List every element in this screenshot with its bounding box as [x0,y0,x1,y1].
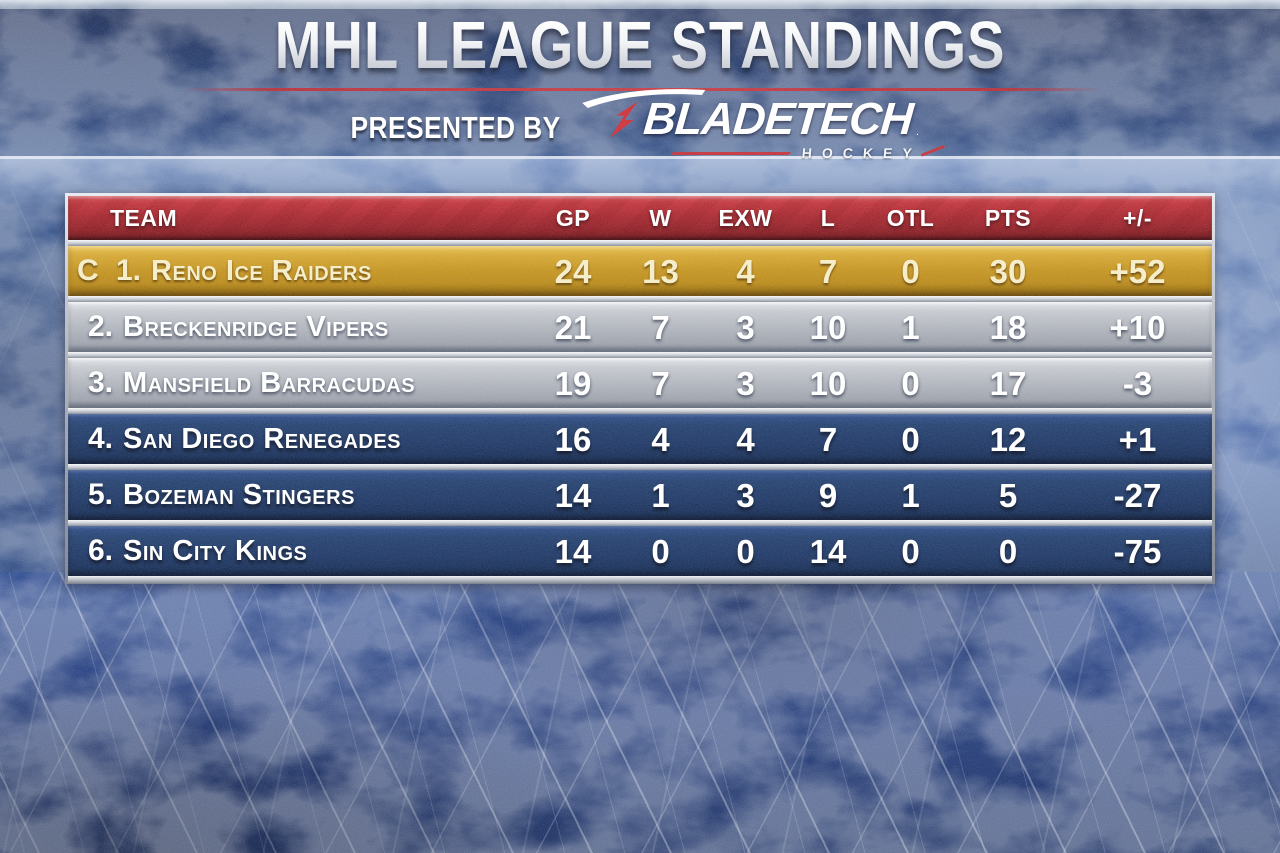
stat-l: 14 [809,532,847,570]
team-rank: 3. [88,366,114,399]
team-name: Sin City Kings [123,534,308,567]
team-name: Bozeman Stingers [123,478,355,511]
table-bottom-edge [68,576,1212,584]
stat-gp: 21 [554,308,592,346]
page-title: MHL LEAGUE STANDINGS [102,6,1177,86]
table-row: 2. Breckenridge Vipers 21 7 3 10 1 18 +1… [68,302,1212,352]
team-cell: 6. Sin City Kings [68,536,528,566]
stat-w: 4 [651,420,670,458]
team-rank: 6. [88,534,114,567]
red-line-decoration [670,151,791,154]
column-header-l: L [820,204,836,231]
stat-otl: 0 [901,420,920,458]
stat-l: 10 [809,308,847,346]
table-row: 4. San Diego Renegades 16 4 4 7 0 12 +1 [68,414,1212,464]
column-header-pts: PTS [984,204,1032,231]
stat-exw: 3 [736,308,755,346]
presented-by-row: PRESENTED BY BLADETECH . HOCKEY [0,88,1280,161]
column-header-otl: OTL [886,204,935,231]
stat-w: 1 [651,476,670,514]
stat-plusminus: -75 [1113,532,1162,570]
stat-w: 7 [651,308,670,346]
team-rank: 4. [88,422,114,455]
stat-exw: 3 [736,476,755,514]
stat-pts: 12 [989,420,1027,458]
table-row: 3. Mansfield Barracudas 19 7 3 10 0 17 -… [68,358,1212,408]
stat-l: 9 [818,476,838,514]
stat-otl: 0 [901,364,920,402]
stat-pts: 30 [989,252,1027,290]
stat-pts: 18 [989,308,1027,346]
stat-l: 10 [809,364,847,402]
stat-gp: 24 [554,252,592,290]
stat-otl: 0 [901,532,920,570]
sponsor-subline: HOCKEY [670,143,946,161]
team-cell: 4. San Diego Renegades [68,424,528,454]
team-name: Mansfield Barracudas [123,366,416,399]
stat-plusminus: +52 [1109,252,1166,290]
sponsor-sub-label: HOCKEY [800,144,923,161]
stat-otl: 1 [901,308,920,346]
stat-exw: 4 [736,252,755,290]
team-cell: 5. Bozeman Stingers [68,480,528,510]
team-cell: 3. Mansfield Barracudas [68,368,528,398]
stat-w: 7 [651,364,670,402]
stat-l: 7 [818,420,838,458]
stat-w: 0 [651,532,670,570]
team-cell: C 1. Reno Ice Raiders [68,256,528,286]
ice-scratches-bottom [0,572,1280,853]
clinch-badge: C [77,254,99,287]
stat-plusminus: +10 [1109,308,1166,346]
stat-w: 13 [642,252,679,290]
column-header-w: W [649,204,672,231]
team-cell: 2. Breckenridge Vipers [68,312,528,342]
stat-exw: 4 [736,420,755,458]
stat-exw: 3 [736,364,755,402]
table-header-row: TEAM GP W EXW L OTL PTS +/- [68,196,1212,240]
column-header-plusminus: +/- [1123,204,1152,231]
column-header-exw: EXW [718,204,773,231]
stat-otl: 0 [901,252,920,290]
stat-plusminus: -27 [1113,476,1162,514]
presented-by-label: PRESENTED BY [350,110,562,145]
stat-gp: 14 [554,532,592,570]
team-rank: 1. [116,254,142,287]
stat-gp: 16 [554,420,592,458]
stat-gp: 14 [554,476,592,514]
sponsor-trademark: . [915,125,920,138]
table-row: 5. Bozeman Stingers 14 1 3 9 1 5 -27 [68,470,1212,520]
team-name: Breckenridge Vipers [123,310,389,343]
team-rank: 5. [88,478,114,511]
stat-plusminus: +1 [1118,420,1157,458]
team-name: San Diego Renegades [123,422,402,455]
stat-l: 7 [818,252,838,290]
team-name: Reno Ice Raiders [151,254,372,287]
red-tick-decoration [920,143,945,156]
stat-otl: 1 [901,476,920,514]
column-header-gp: GP [555,204,591,231]
table-row: 6. Sin City Kings 14 0 0 14 0 0 -75 [68,526,1212,576]
table-row: C 1. Reno Ice Raiders 24 13 4 7 0 30 +52 [68,246,1212,296]
stat-plusminus: -3 [1122,364,1153,402]
team-rank: 2. [88,310,114,343]
stat-exw: 0 [736,532,755,570]
stat-gp: 19 [554,364,592,402]
stat-pts: 0 [998,532,1018,570]
sponsor-logo: BLADETECH . HOCKEY [581,88,951,161]
stat-pts: 5 [998,476,1018,514]
column-header-team: TEAM [110,204,178,231]
stat-pts: 17 [989,364,1027,402]
standings-table: TEAM GP W EXW L OTL PTS +/- C 1. Reno Ic… [65,193,1215,584]
blade-swoosh-icon [581,88,705,108]
